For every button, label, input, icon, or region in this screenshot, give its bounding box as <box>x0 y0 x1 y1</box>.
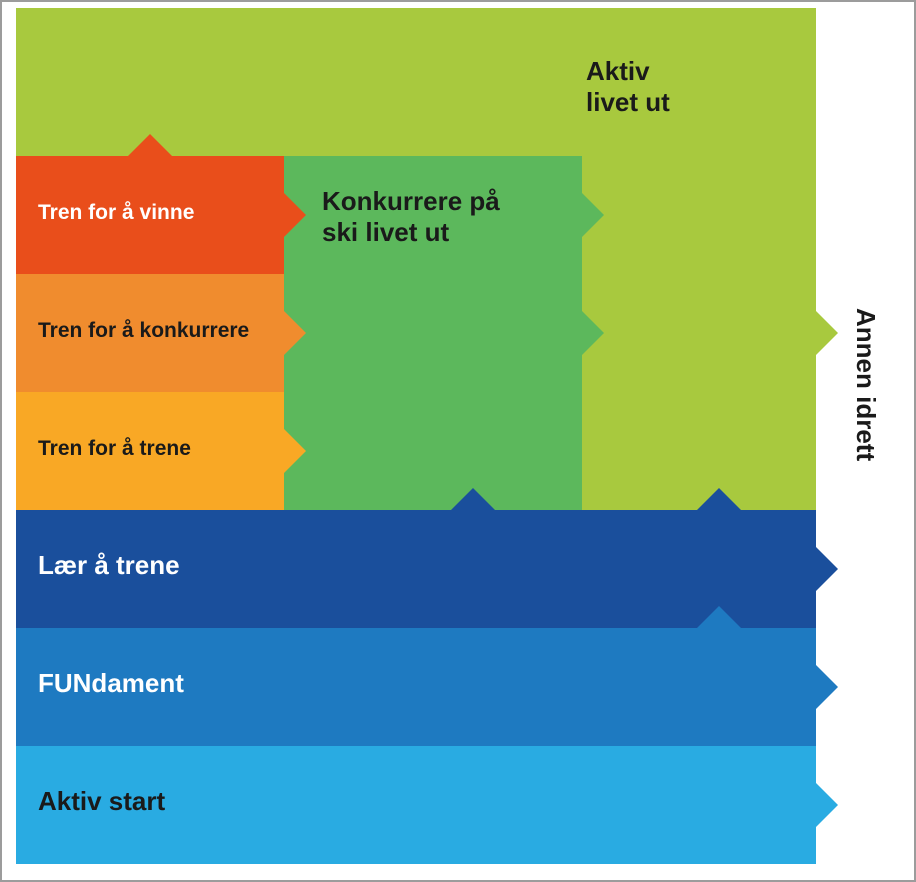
arrow-laer-up-1 <box>451 488 495 510</box>
label-tren-konkurrere: Tren for å konkurrere <box>38 318 249 343</box>
arrow-tren-vinne <box>284 193 306 237</box>
arrow-konkurrere-2 <box>582 311 604 355</box>
arrow-fundament <box>816 665 838 709</box>
diagram-frame: Aktiv livet ut Konkurrere på ski livet ut… <box>0 0 916 882</box>
label-annen-idrett: Annen idrett <box>850 308 881 461</box>
label-konkurrere: Konkurrere på ski livet ut <box>322 186 500 248</box>
arrow-konkurrere-1 <box>582 193 604 237</box>
arrow-aktiv-start <box>816 783 838 827</box>
arrow-laer-up-2 <box>697 488 741 510</box>
label-laer-trene: Lær å trene <box>38 550 180 581</box>
label-fundament: FUNdament <box>38 668 184 699</box>
arrow-laer-trene <box>816 547 838 591</box>
label-tren-trene: Tren for å trene <box>38 436 191 461</box>
label-tren-vinne: Tren for å vinne <box>38 200 194 225</box>
label-aktiv-livet-ut: Aktiv livet ut <box>586 56 670 118</box>
arrow-fundament-up <box>697 606 741 628</box>
arrow-aktiv-livet-ut <box>816 311 838 355</box>
label-aktiv-start: Aktiv start <box>38 786 165 817</box>
arrow-tren-vinne-up <box>128 134 172 156</box>
arrow-tren-trene <box>284 429 306 473</box>
arrow-tren-konkurrere <box>284 311 306 355</box>
